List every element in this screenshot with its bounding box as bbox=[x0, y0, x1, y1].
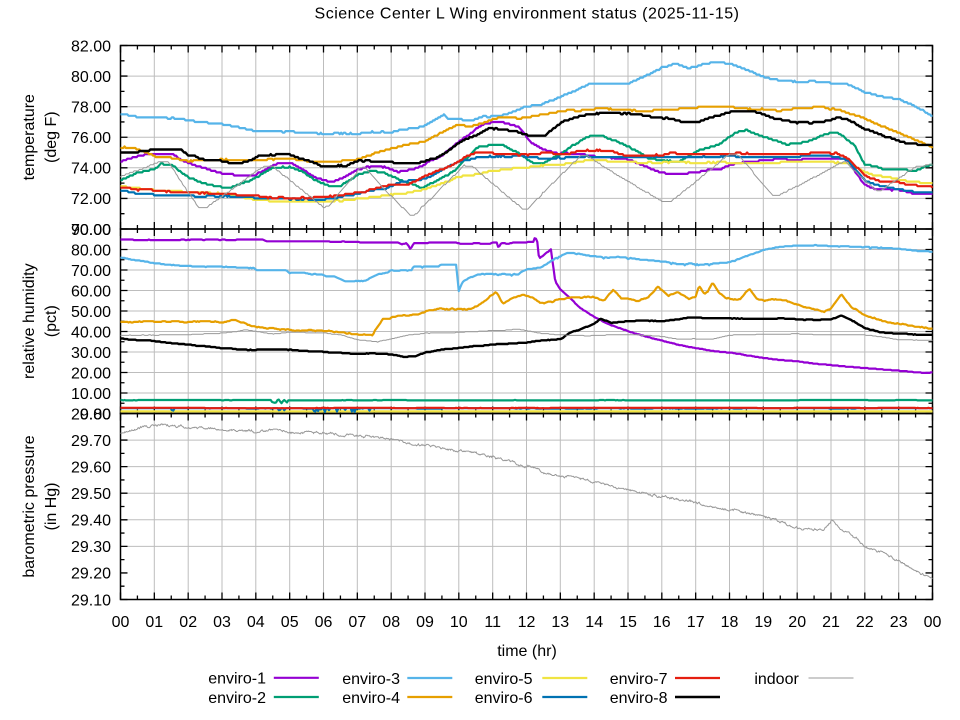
svg-text:13: 13 bbox=[551, 614, 569, 631]
svg-text:0.00: 0.00 bbox=[80, 406, 111, 423]
svg-text:29.30: 29.30 bbox=[71, 539, 111, 556]
svg-text:00: 00 bbox=[112, 614, 130, 631]
svg-text:indoor: indoor bbox=[754, 671, 799, 688]
svg-text:17: 17 bbox=[687, 614, 705, 631]
svg-text:(pct): (pct) bbox=[43, 305, 60, 337]
svg-text:03: 03 bbox=[213, 614, 231, 631]
svg-text:(in Hg): (in Hg) bbox=[43, 482, 60, 530]
svg-text:09: 09 bbox=[416, 614, 434, 631]
svg-text:80.00: 80.00 bbox=[71, 69, 111, 86]
svg-text:enviro-8: enviro-8 bbox=[610, 690, 668, 707]
svg-text:30.00: 30.00 bbox=[71, 345, 111, 362]
svg-text:29.80: 29.80 bbox=[71, 406, 111, 423]
svg-text:10: 10 bbox=[450, 614, 468, 631]
svg-text:00: 00 bbox=[924, 614, 942, 631]
svg-text:29.10: 29.10 bbox=[71, 592, 111, 609]
svg-text:08: 08 bbox=[382, 614, 400, 631]
svg-text:20.00: 20.00 bbox=[71, 365, 111, 382]
svg-text:relative humidity: relative humidity bbox=[21, 263, 38, 379]
svg-text:70.00: 70.00 bbox=[71, 222, 111, 239]
svg-text:74.00: 74.00 bbox=[71, 161, 111, 178]
svg-text:90.00: 90.00 bbox=[71, 222, 111, 239]
svg-text:29.20: 29.20 bbox=[71, 566, 111, 583]
svg-text:82.00: 82.00 bbox=[71, 38, 111, 55]
svg-text:05: 05 bbox=[281, 614, 299, 631]
svg-text:72.00: 72.00 bbox=[71, 191, 111, 208]
svg-text:29.40: 29.40 bbox=[71, 513, 111, 530]
svg-text:18: 18 bbox=[721, 614, 739, 631]
svg-text:enviro-7: enviro-7 bbox=[610, 671, 668, 688]
svg-text:21: 21 bbox=[822, 614, 840, 631]
svg-text:04: 04 bbox=[247, 614, 265, 631]
svg-text:enviro-4: enviro-4 bbox=[342, 690, 400, 707]
svg-text:76.00: 76.00 bbox=[71, 130, 111, 147]
svg-text:11: 11 bbox=[484, 614, 501, 631]
svg-text:enviro-5: enviro-5 bbox=[475, 671, 533, 688]
svg-text:Science Center L Wing environm: Science Center L Wing environment status… bbox=[315, 6, 740, 23]
svg-text:06: 06 bbox=[315, 614, 333, 631]
svg-text:enviro-1: enviro-1 bbox=[208, 671, 266, 688]
svg-text:29.60: 29.60 bbox=[71, 459, 111, 476]
svg-text:time (hr): time (hr) bbox=[497, 643, 557, 660]
svg-text:07: 07 bbox=[348, 614, 366, 631]
svg-text:70.00: 70.00 bbox=[71, 263, 111, 280]
svg-text:15: 15 bbox=[619, 614, 637, 631]
svg-text:29.50: 29.50 bbox=[71, 486, 111, 503]
svg-text:02: 02 bbox=[179, 614, 197, 631]
svg-text:20: 20 bbox=[788, 614, 806, 631]
svg-text:barometric pressure: barometric pressure bbox=[21, 435, 38, 577]
svg-text:40.00: 40.00 bbox=[71, 324, 111, 341]
svg-text:60.00: 60.00 bbox=[71, 283, 111, 300]
svg-text:78.00: 78.00 bbox=[71, 100, 111, 117]
svg-text:22: 22 bbox=[856, 614, 874, 631]
svg-text:12: 12 bbox=[518, 614, 536, 631]
svg-text:80.00: 80.00 bbox=[71, 242, 111, 259]
svg-text:50.00: 50.00 bbox=[71, 304, 111, 321]
svg-text:enviro-3: enviro-3 bbox=[342, 671, 400, 688]
svg-text:01: 01 bbox=[145, 614, 163, 631]
svg-text:enviro-2: enviro-2 bbox=[208, 690, 266, 707]
svg-text:19: 19 bbox=[754, 614, 772, 631]
svg-text:14: 14 bbox=[585, 614, 603, 631]
svg-text:16: 16 bbox=[653, 614, 671, 631]
svg-text:(deg F): (deg F) bbox=[43, 111, 60, 163]
svg-text:enviro-6: enviro-6 bbox=[475, 690, 533, 707]
svg-text:29.70: 29.70 bbox=[71, 433, 111, 450]
svg-text:23: 23 bbox=[890, 614, 908, 631]
svg-text:10.00: 10.00 bbox=[71, 386, 111, 403]
svg-text:temperature: temperature bbox=[21, 94, 38, 180]
